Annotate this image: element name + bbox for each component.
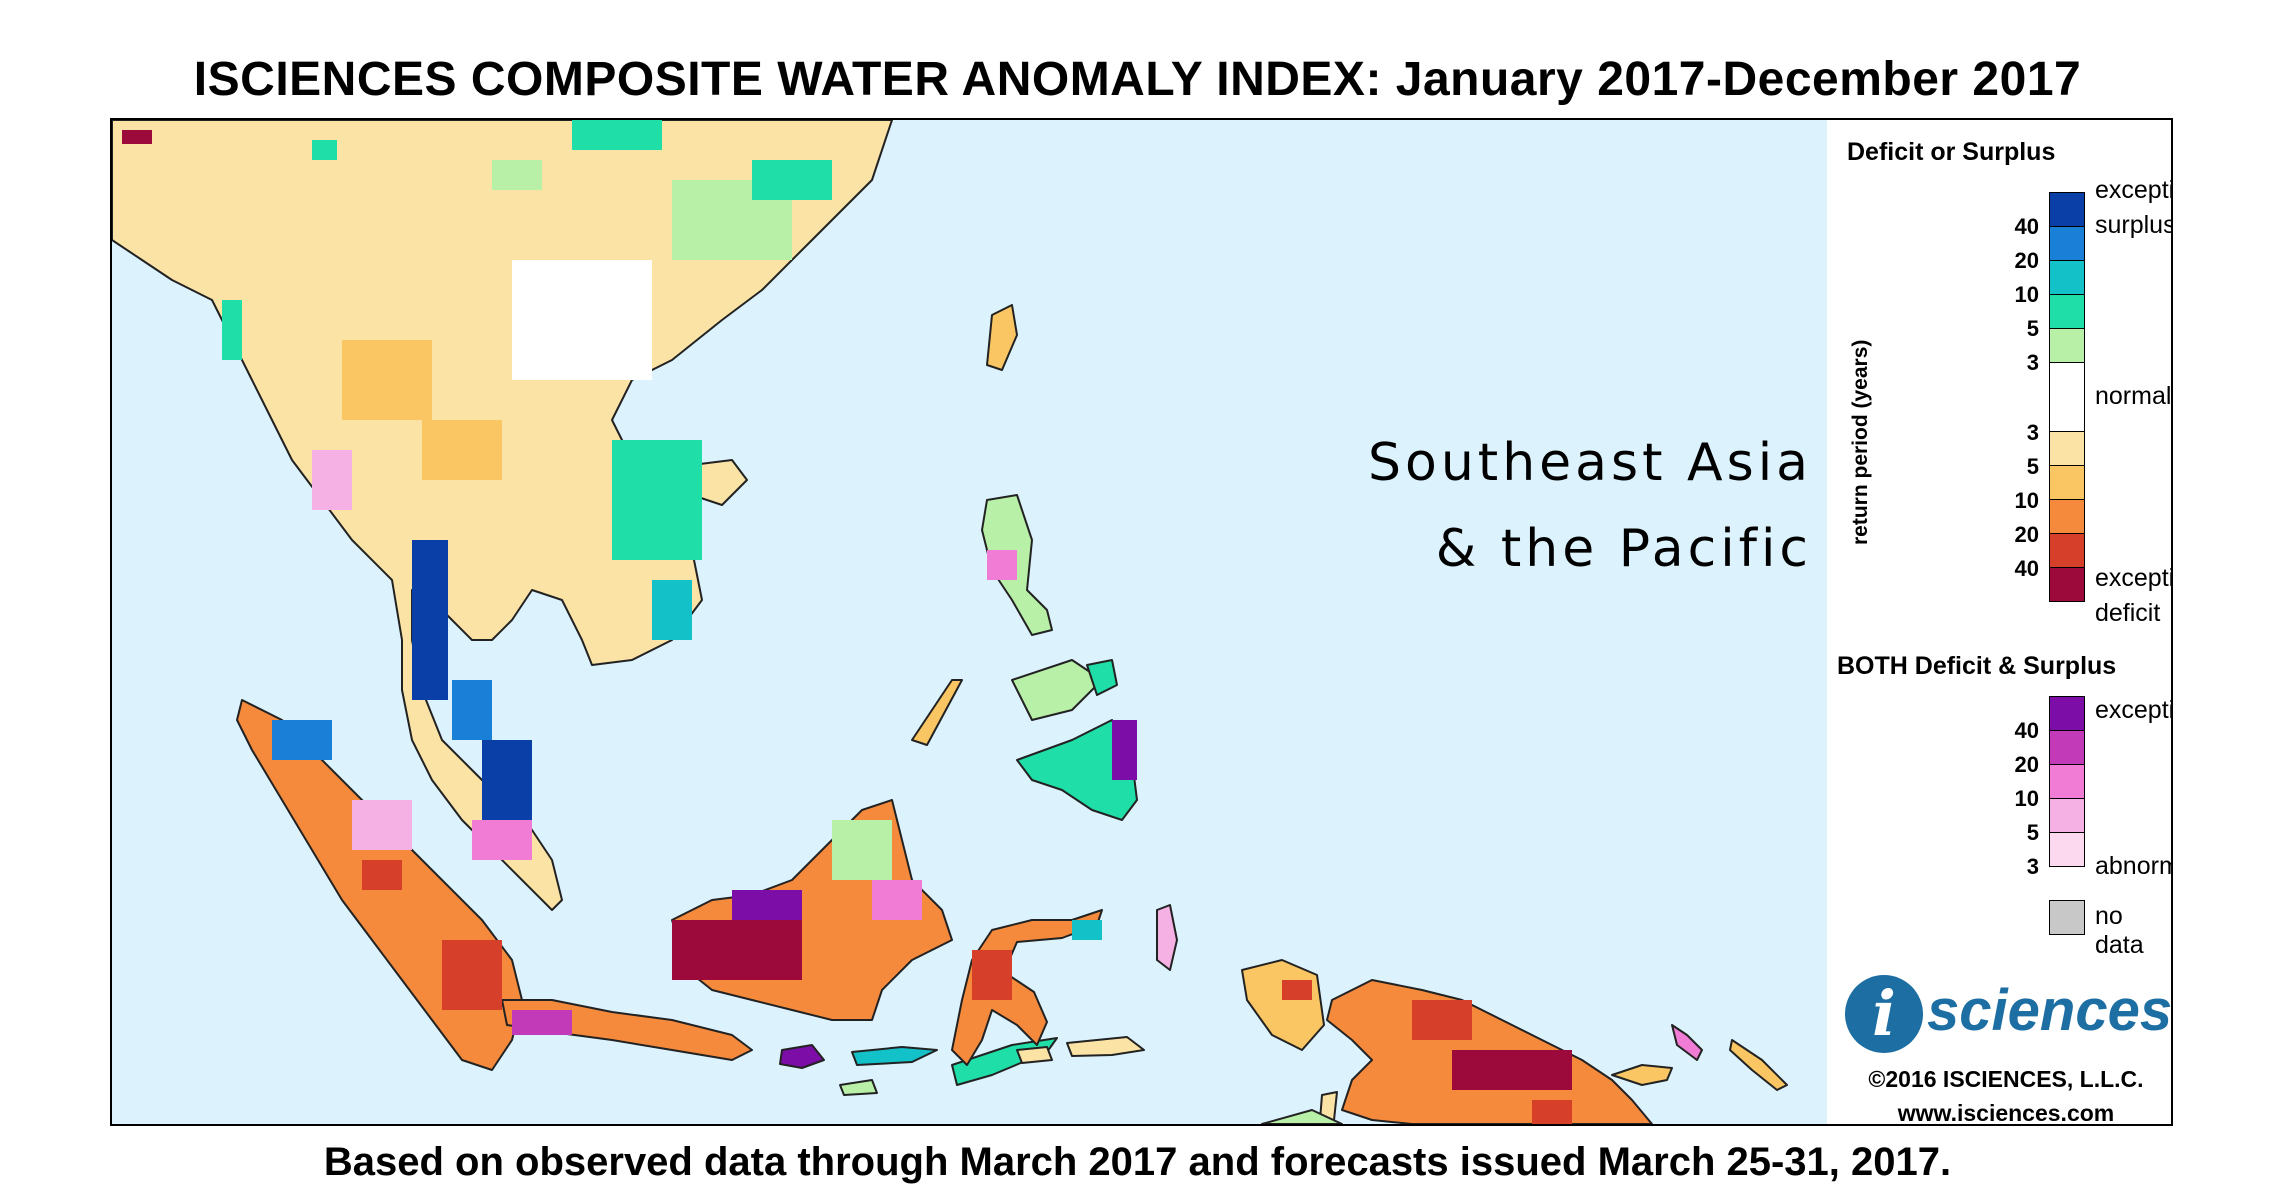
swatch-surplus-5: [2049, 294, 2085, 329]
tick-deficit-3: 3: [2026, 420, 2039, 445]
tick-surplus-5: 5: [2026, 316, 2039, 341]
australia-tip: [1261, 1109, 1343, 1124]
swatch-normal: [2049, 362, 2085, 432]
region-label-line2: & the Pacific: [1435, 519, 1812, 579]
logo-wordmark: sciences: [1927, 978, 2173, 1043]
seram: [1066, 1036, 1145, 1057]
region-label-line1: Southeast Asia: [1368, 433, 1812, 493]
isciences-logo[interactable]: i sciences: [1845, 975, 2173, 1055]
swatch-deficit-20: [2049, 533, 2085, 568]
legend: Deficit or Surplus return period (years)…: [1827, 120, 2173, 1126]
map-frame: Southeast Asia & the Pacific Deficit or …: [110, 118, 2173, 1126]
mindoro-palawan: [911, 679, 963, 746]
tick-both-10: 10: [2014, 786, 2039, 811]
copyright-text: ©2016 ISCIENCES, L.L.C.: [1868, 1066, 2144, 1092]
samar-leyte: [1086, 659, 1118, 696]
label-no-data: no data: [2095, 902, 2144, 959]
new-britain: [1611, 1064, 1673, 1086]
label-both-exceptional: exceptional: [2095, 696, 2171, 724]
swatch-both-10: [2049, 764, 2085, 799]
sumba: [839, 1079, 878, 1096]
anomaly-patches: [122, 120, 1572, 1124]
west-papua-islands: [1241, 959, 1325, 1051]
legend-both-title: BOTH Deficit & Surplus: [1837, 652, 2117, 680]
sulawesi: [951, 909, 1103, 1066]
swatch-both-40: [2049, 696, 2085, 731]
swatch-both-3: [2049, 832, 2085, 867]
swatch-both-5: [2049, 798, 2085, 833]
label-both-abnormal: abnormal: [2095, 852, 2171, 880]
map-svg: [112, 120, 1788, 1124]
legend-axis-label: return period (years): [1849, 339, 1872, 545]
halmahera: [1156, 904, 1178, 971]
map-title: ISCIENCES COMPOSITE WATER ANOMALY INDEX:…: [193, 53, 2082, 106]
label-normal: normal: [2095, 382, 2172, 410]
tick-both-3: 3: [2026, 854, 2039, 879]
swatch-surplus-40: [2049, 192, 2085, 227]
logo-i-icon: i: [1845, 975, 1923, 1053]
tick-deficit-20: 20: [2014, 522, 2039, 547]
tick-surplus-10: 10: [2014, 282, 2039, 307]
swatch-deficit-10: [2049, 499, 2085, 534]
tick-deficit-40: 40: [2014, 556, 2039, 581]
taiwan: [986, 304, 1018, 371]
new-ireland: [1671, 1024, 1703, 1061]
tick-both-5: 5: [2026, 820, 2039, 845]
anomaly-map[interactable]: Southeast Asia & the Pacific: [112, 120, 1827, 1124]
website-link[interactable]: www.isciences.com: [1897, 1100, 2115, 1126]
buru: [1016, 1046, 1053, 1064]
tick-deficit-10: 10: [2014, 488, 2039, 513]
solomon-islands: [1729, 1039, 1788, 1091]
tick-surplus-40: 40: [2014, 214, 2039, 239]
swatch-deficit-3: [2049, 431, 2085, 466]
swatch-deficit-5: [2049, 465, 2085, 500]
swatch-no-data: [2049, 900, 2085, 935]
swatch-deficit-40: [2049, 567, 2085, 602]
tick-deficit-5: 5: [2026, 454, 2039, 479]
bali-lombok: [779, 1044, 825, 1069]
sumbawa: [851, 1046, 938, 1066]
footer-note: Based on observed data through March 201…: [323, 1140, 1952, 1184]
swatch-surplus-3: [2049, 328, 2085, 363]
visayas: [1011, 659, 1103, 721]
mindanao: [1016, 719, 1138, 821]
label-exceptional-surplus-1: exceptional: [2095, 176, 2171, 204]
swatch-surplus-10: [2049, 260, 2085, 295]
tick-both-40: 40: [2014, 718, 2039, 743]
copyright-block: ©2016 ISCIENCES, L.L.C. www.isciences.co…: [1851, 1062, 2161, 1126]
label-exceptional-deficit-1: exceptional: [2095, 564, 2171, 592]
label-exceptional-deficit-2: deficit: [2095, 599, 2161, 627]
legend-deficit-surplus-title: Deficit or Surplus: [1847, 138, 2056, 166]
swatch-both-20: [2049, 730, 2085, 765]
tick-surplus-20: 20: [2014, 248, 2039, 273]
swatch-surplus-20: [2049, 226, 2085, 261]
tick-both-20: 20: [2014, 752, 2039, 777]
label-exceptional-surplus-2: surplus: [2095, 211, 2173, 239]
region-label: Southeast Asia & the Pacific: [1292, 420, 1812, 592]
tick-surplus-3: 3: [2026, 350, 2039, 375]
